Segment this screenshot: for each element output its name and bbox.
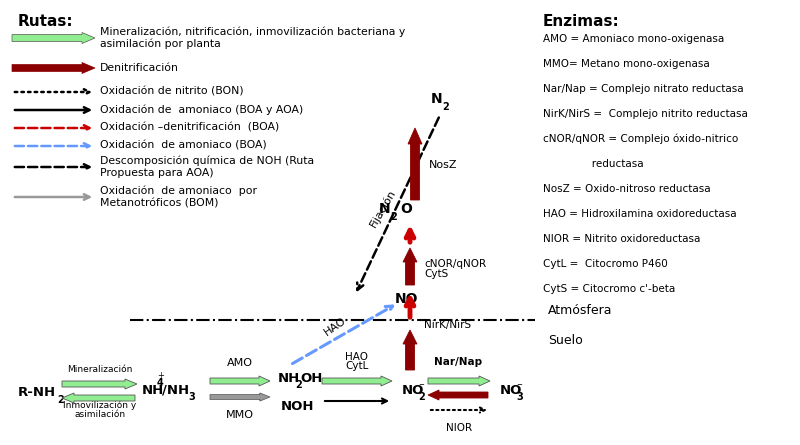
Text: NosZ = Oxido-nitroso reductasa: NosZ = Oxido-nitroso reductasa xyxy=(543,184,710,194)
Text: NOH: NOH xyxy=(282,400,314,413)
Text: /NH: /NH xyxy=(162,384,189,396)
FancyArrow shape xyxy=(403,248,417,285)
Text: HAO: HAO xyxy=(346,352,369,362)
Text: OH: OH xyxy=(300,372,322,384)
FancyArrow shape xyxy=(428,376,490,386)
Text: 2: 2 xyxy=(418,392,425,402)
Text: Oxidación  de amoniaco (BOA): Oxidación de amoniaco (BOA) xyxy=(100,141,266,151)
Text: reductasa: reductasa xyxy=(543,159,644,169)
Text: Oxidación de nitrito (BON): Oxidación de nitrito (BON) xyxy=(100,87,244,97)
Text: Inmovilización y: Inmovilización y xyxy=(63,400,137,409)
Text: NH: NH xyxy=(278,372,300,384)
Text: MMO: MMO xyxy=(226,410,254,420)
FancyArrow shape xyxy=(12,32,95,44)
FancyArrow shape xyxy=(210,393,270,401)
FancyArrow shape xyxy=(322,376,392,386)
Text: ⁻: ⁻ xyxy=(418,382,424,392)
Text: 2: 2 xyxy=(295,380,302,390)
Text: MMO= Metano mono-oxigenasa: MMO= Metano mono-oxigenasa xyxy=(543,59,710,69)
Text: +: + xyxy=(157,372,164,380)
Text: Denitrificación: Denitrificación xyxy=(100,63,179,73)
FancyArrow shape xyxy=(12,62,95,73)
Text: CytL: CytL xyxy=(346,361,369,371)
Text: AMO = Amoniaco mono-oxigenasa: AMO = Amoniaco mono-oxigenasa xyxy=(543,34,724,44)
Text: 3: 3 xyxy=(188,392,194,402)
FancyArrow shape xyxy=(428,390,488,400)
FancyArrow shape xyxy=(62,379,137,389)
Text: Nar/Nap = Complejo nitrato reductasa: Nar/Nap = Complejo nitrato reductasa xyxy=(543,84,744,94)
Text: Rutas:: Rutas: xyxy=(18,14,74,29)
Text: 4: 4 xyxy=(157,378,164,388)
Text: HAO = Hidroxilamina oxidoreductasa: HAO = Hidroxilamina oxidoreductasa xyxy=(543,209,737,219)
Text: NIOR: NIOR xyxy=(446,423,472,433)
Text: ⁻: ⁻ xyxy=(516,382,522,392)
Text: 2: 2 xyxy=(390,212,397,222)
Text: Oxidación  de amoniaco  por
Metanotróficos (BOM): Oxidación de amoniaco por Metanotróficos… xyxy=(100,186,257,208)
Text: NH: NH xyxy=(142,384,164,396)
Text: NO: NO xyxy=(500,384,522,396)
Text: Atmósfera: Atmósfera xyxy=(548,303,613,316)
Text: CytL =  Citocromo P460: CytL = Citocromo P460 xyxy=(543,259,668,269)
Text: Mineralización, nitrificación, inmovilización bacteriana y
asimilación por plant: Mineralización, nitrificación, inmoviliz… xyxy=(100,27,406,49)
Text: CytS: CytS xyxy=(424,269,448,279)
FancyArrow shape xyxy=(210,376,270,386)
Text: Oxidación de  amoniaco (BOA y AOA): Oxidación de amoniaco (BOA y AOA) xyxy=(100,105,303,115)
Text: R-NH: R-NH xyxy=(18,387,56,400)
Text: Oxidación –denitrificación  (BOA): Oxidación –denitrificación (BOA) xyxy=(100,123,279,133)
Text: cNOR/qNOR = Complejo óxido-nitrico: cNOR/qNOR = Complejo óxido-nitrico xyxy=(543,134,738,145)
Text: Enzimas:: Enzimas: xyxy=(543,14,620,29)
Text: Nar/Nap: Nar/Nap xyxy=(434,357,482,367)
Text: Mineralización: Mineralización xyxy=(67,365,133,374)
Text: N: N xyxy=(378,202,390,216)
Text: NO: NO xyxy=(395,292,418,306)
Text: NO: NO xyxy=(402,384,424,396)
Text: N: N xyxy=(430,92,442,106)
Text: O: O xyxy=(400,202,412,216)
Text: NIOR = Nitrito oxidoreductasa: NIOR = Nitrito oxidoreductasa xyxy=(543,234,700,244)
Text: AMO: AMO xyxy=(227,358,253,368)
FancyArrow shape xyxy=(62,393,135,403)
Text: NosZ: NosZ xyxy=(429,160,458,170)
Text: Descomposición química de NOH (Ruta
Propuesta para AOA): Descomposición química de NOH (Ruta Prop… xyxy=(100,156,314,178)
Text: asimilación: asimilación xyxy=(74,410,126,419)
FancyArrow shape xyxy=(403,330,417,370)
Text: Suelo: Suelo xyxy=(548,333,582,347)
Text: Fijación: Fijación xyxy=(368,187,398,229)
Text: HAO: HAO xyxy=(322,316,348,338)
Text: NirK/NirS =  Complejo nitrito reductasa: NirK/NirS = Complejo nitrito reductasa xyxy=(543,109,748,119)
Text: NirK/NirS: NirK/NirS xyxy=(424,320,471,330)
Text: cNOR/qNOR: cNOR/qNOR xyxy=(424,259,486,269)
Text: 3: 3 xyxy=(516,392,522,402)
Text: CytS = Citocromo c'-beta: CytS = Citocromo c'-beta xyxy=(543,284,675,294)
Text: 2: 2 xyxy=(442,102,449,112)
Text: 2: 2 xyxy=(57,395,64,405)
FancyArrow shape xyxy=(408,128,422,200)
